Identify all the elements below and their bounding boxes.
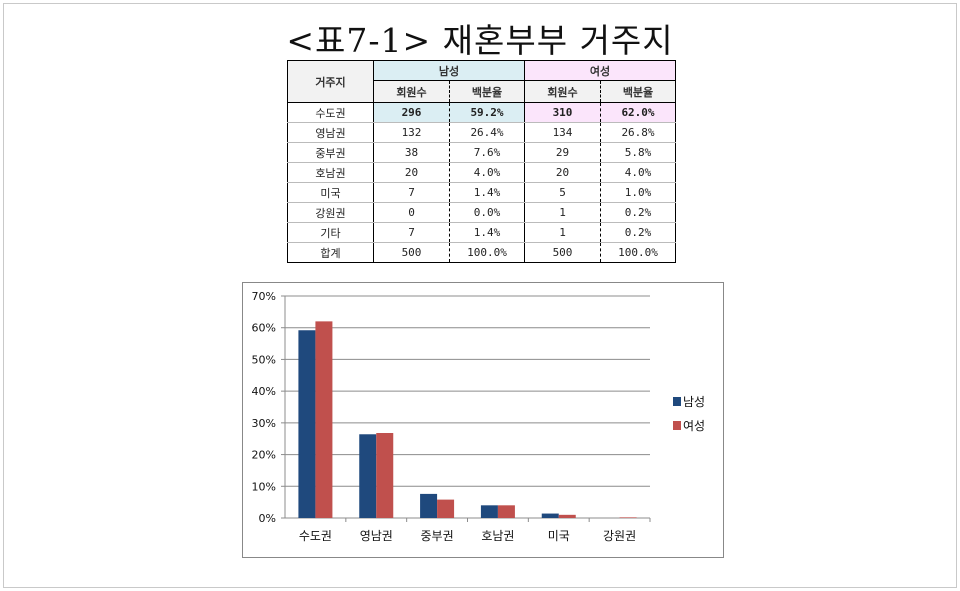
- male-count-cell: 296: [373, 102, 450, 123]
- male-count-cell: 132: [373, 122, 450, 143]
- x-tick-label: 강원권: [603, 529, 636, 543]
- male-count-cell: 38: [373, 142, 450, 163]
- bar-female: [437, 499, 455, 518]
- male-count-cell: 7: [373, 182, 450, 203]
- female-count-cell: 5: [524, 182, 601, 203]
- y-tick-label: 20%: [252, 449, 276, 462]
- y-tick-label: 30%: [252, 417, 276, 430]
- female-count-cell: 134: [524, 122, 601, 143]
- male-pct-cell: 0.0%: [449, 202, 525, 223]
- city-cell: 강원권: [287, 202, 374, 223]
- male-pct-cell: 100.0%: [449, 242, 525, 263]
- female-pct-cell: 100.0%: [600, 242, 676, 263]
- male-count-cell: 20: [373, 162, 450, 183]
- x-tick-label: 영남권: [360, 529, 393, 543]
- bar-male: [359, 434, 377, 518]
- bar-female: [497, 505, 515, 518]
- y-tick-label: 50%: [252, 353, 276, 366]
- female-pct-cell: 0.2%: [600, 222, 676, 243]
- male-pct-cell: 1.4%: [449, 222, 525, 243]
- male-pct-cell: 59.2%: [449, 102, 525, 123]
- y-tick-label: 70%: [252, 290, 276, 303]
- female-count-cell: 1: [524, 222, 601, 243]
- female-count-cell: 1: [524, 202, 601, 223]
- city-cell: 호남권: [287, 162, 374, 183]
- table-row: 수도권 296 59.2% 310 62.0%: [287, 102, 676, 123]
- x-tick-label: 수도권: [299, 529, 332, 543]
- y-tick-label: 10%: [252, 480, 276, 493]
- y-tick-label: 40%: [252, 385, 276, 398]
- subheader-female-pct: 백분율: [600, 80, 676, 103]
- page-title: <표7-1> 재혼부부 거주지: [286, 21, 674, 60]
- bar-female: [558, 514, 576, 518]
- x-tick-label: 중부권: [421, 529, 454, 543]
- subheader-female-count: 회원수: [524, 80, 601, 103]
- slide-frame: [3, 3, 957, 588]
- legend-label: 남성: [683, 395, 705, 409]
- y-tick-label: 60%: [252, 322, 276, 335]
- table-row: 영남권 132 26.4% 134 26.8%: [287, 122, 676, 143]
- female-pct-cell: 4.0%: [600, 162, 676, 183]
- legend-label: 여성: [683, 419, 705, 433]
- bar-chart: 0% 10% 20% 30% 40% 50% 60% 70% 수도권 영남권 중부권 호남권 미국 강원권…: [242, 282, 724, 558]
- x-tick-label: 호남권: [481, 529, 514, 543]
- table-row: 중부권 38 7.6% 29 5.8%: [287, 142, 676, 163]
- female-count-cell: 500: [524, 242, 601, 263]
- bar-female: [619, 517, 637, 518]
- table-row: 미국 7 1.4% 5 1.0%: [287, 182, 676, 203]
- city-cell: 수도권: [287, 102, 374, 123]
- city-cell: 영남권: [287, 122, 374, 143]
- city-cell: 중부권: [287, 142, 374, 163]
- chart-svg: 0% 10% 20% 30% 40% 50% 60% 70% 수도권 영남권 중부권 호남권 미국 강원권…: [252, 290, 706, 543]
- city-cell: 합계: [287, 242, 374, 263]
- female-count-cell: 20: [524, 162, 601, 183]
- male-pct-cell: 1.4%: [449, 182, 525, 203]
- legend-swatch: [673, 421, 681, 430]
- table-row: 호남권 20 4.0% 20 4.0%: [287, 162, 676, 183]
- bar-female: [315, 321, 333, 518]
- table-row: 기타 7 1.4% 1 0.2%: [287, 222, 676, 243]
- subheader-male-count: 회원수: [373, 80, 450, 103]
- table-row: 합계 500 100.0% 500 100.0%: [287, 242, 676, 263]
- city-cell: 미국: [287, 182, 374, 203]
- residence-table: 거주지 남성 여성 회원수 백분율 회원수 백분율 수도권 296 59.2% 310…: [287, 60, 676, 263]
- male-count-cell: 500: [373, 242, 450, 263]
- table-row: 강원권 0 0.0% 1 0.2%: [287, 202, 676, 223]
- female-pct-cell: 62.0%: [600, 102, 676, 123]
- group-header-male: 남성: [373, 60, 525, 81]
- y-tick-label: 0%: [259, 512, 276, 525]
- bar-male: [420, 493, 438, 518]
- male-count-cell: 0: [373, 202, 450, 223]
- male-pct-cell: 7.6%: [449, 142, 525, 163]
- group-header-female: 여성: [524, 60, 676, 81]
- subheader-male-pct: 백분율: [449, 80, 525, 103]
- female-pct-cell: 0.2%: [600, 202, 676, 223]
- female-count-cell: 29: [524, 142, 601, 163]
- female-count-cell: 310: [524, 102, 601, 123]
- bar-male: [480, 505, 498, 518]
- female-pct-cell: 26.8%: [600, 122, 676, 143]
- male-pct-cell: 26.4%: [449, 122, 525, 143]
- col-header-city: 거주지: [287, 60, 374, 103]
- male-count-cell: 7: [373, 222, 450, 243]
- x-tick-label: 미국: [548, 529, 570, 543]
- legend-swatch: [673, 397, 681, 406]
- bar-male: [541, 513, 559, 518]
- female-pct-cell: 5.8%: [600, 142, 676, 163]
- female-pct-cell: 1.0%: [600, 182, 676, 203]
- bar-female: [376, 433, 394, 518]
- male-pct-cell: 4.0%: [449, 162, 525, 183]
- city-cell: 기타: [287, 222, 374, 243]
- bar-male: [298, 330, 316, 518]
